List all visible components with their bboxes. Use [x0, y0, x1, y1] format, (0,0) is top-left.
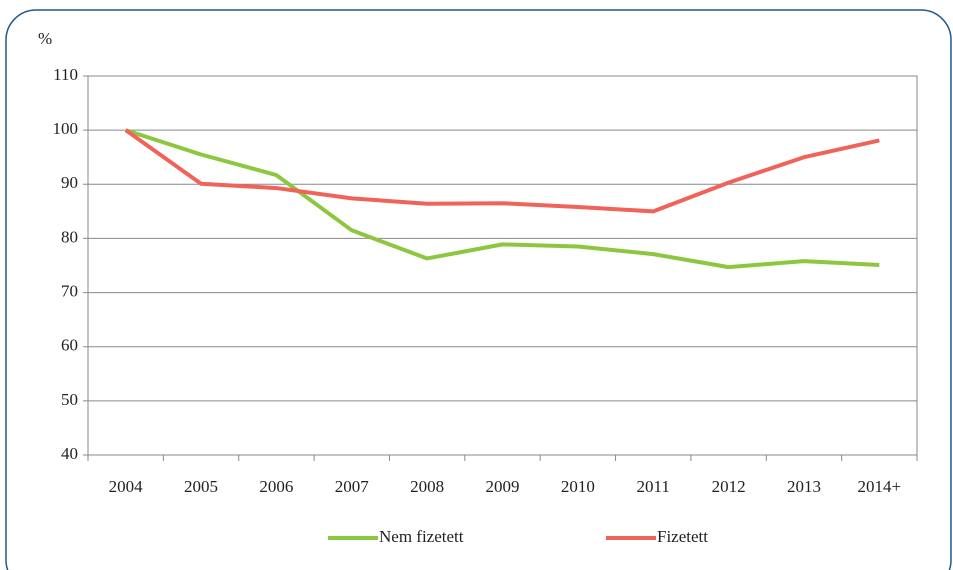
series-line: [125, 128, 880, 270]
y-tick-label: 50: [61, 390, 78, 409]
y-tick-label: 40: [61, 444, 78, 463]
series-line: [124, 128, 880, 214]
legend-label: Fizetett: [657, 527, 708, 546]
x-tick-label: 2007: [335, 477, 370, 496]
y-tick-label: 60: [61, 336, 78, 355]
y-tick-label: 80: [61, 227, 78, 246]
y-tick-label: 110: [53, 65, 78, 84]
x-tick-label: 2008: [410, 477, 444, 496]
x-tick-label: 2011: [637, 477, 670, 496]
x-tick-label: 2009: [486, 477, 520, 496]
x-tick-label: 2006: [259, 477, 293, 496]
x-tick-label: 2004: [109, 477, 144, 496]
y-tick-label: 90: [61, 173, 78, 192]
legend-label: Nem fizetett: [379, 527, 464, 546]
y-tick-label: 70: [61, 281, 78, 300]
x-tick-label: 2014+: [858, 477, 902, 496]
x-tick-label: 2012: [712, 477, 746, 496]
x-tick-label: 2005: [184, 477, 218, 496]
x-tick-label: 2010: [561, 477, 595, 496]
plot-area: [87, 75, 918, 456]
x-tick-label: 2013: [787, 477, 821, 496]
y-axis-label: %: [38, 29, 52, 48]
y-tick-label: 100: [53, 119, 79, 138]
frame: [5, 9, 952, 570]
